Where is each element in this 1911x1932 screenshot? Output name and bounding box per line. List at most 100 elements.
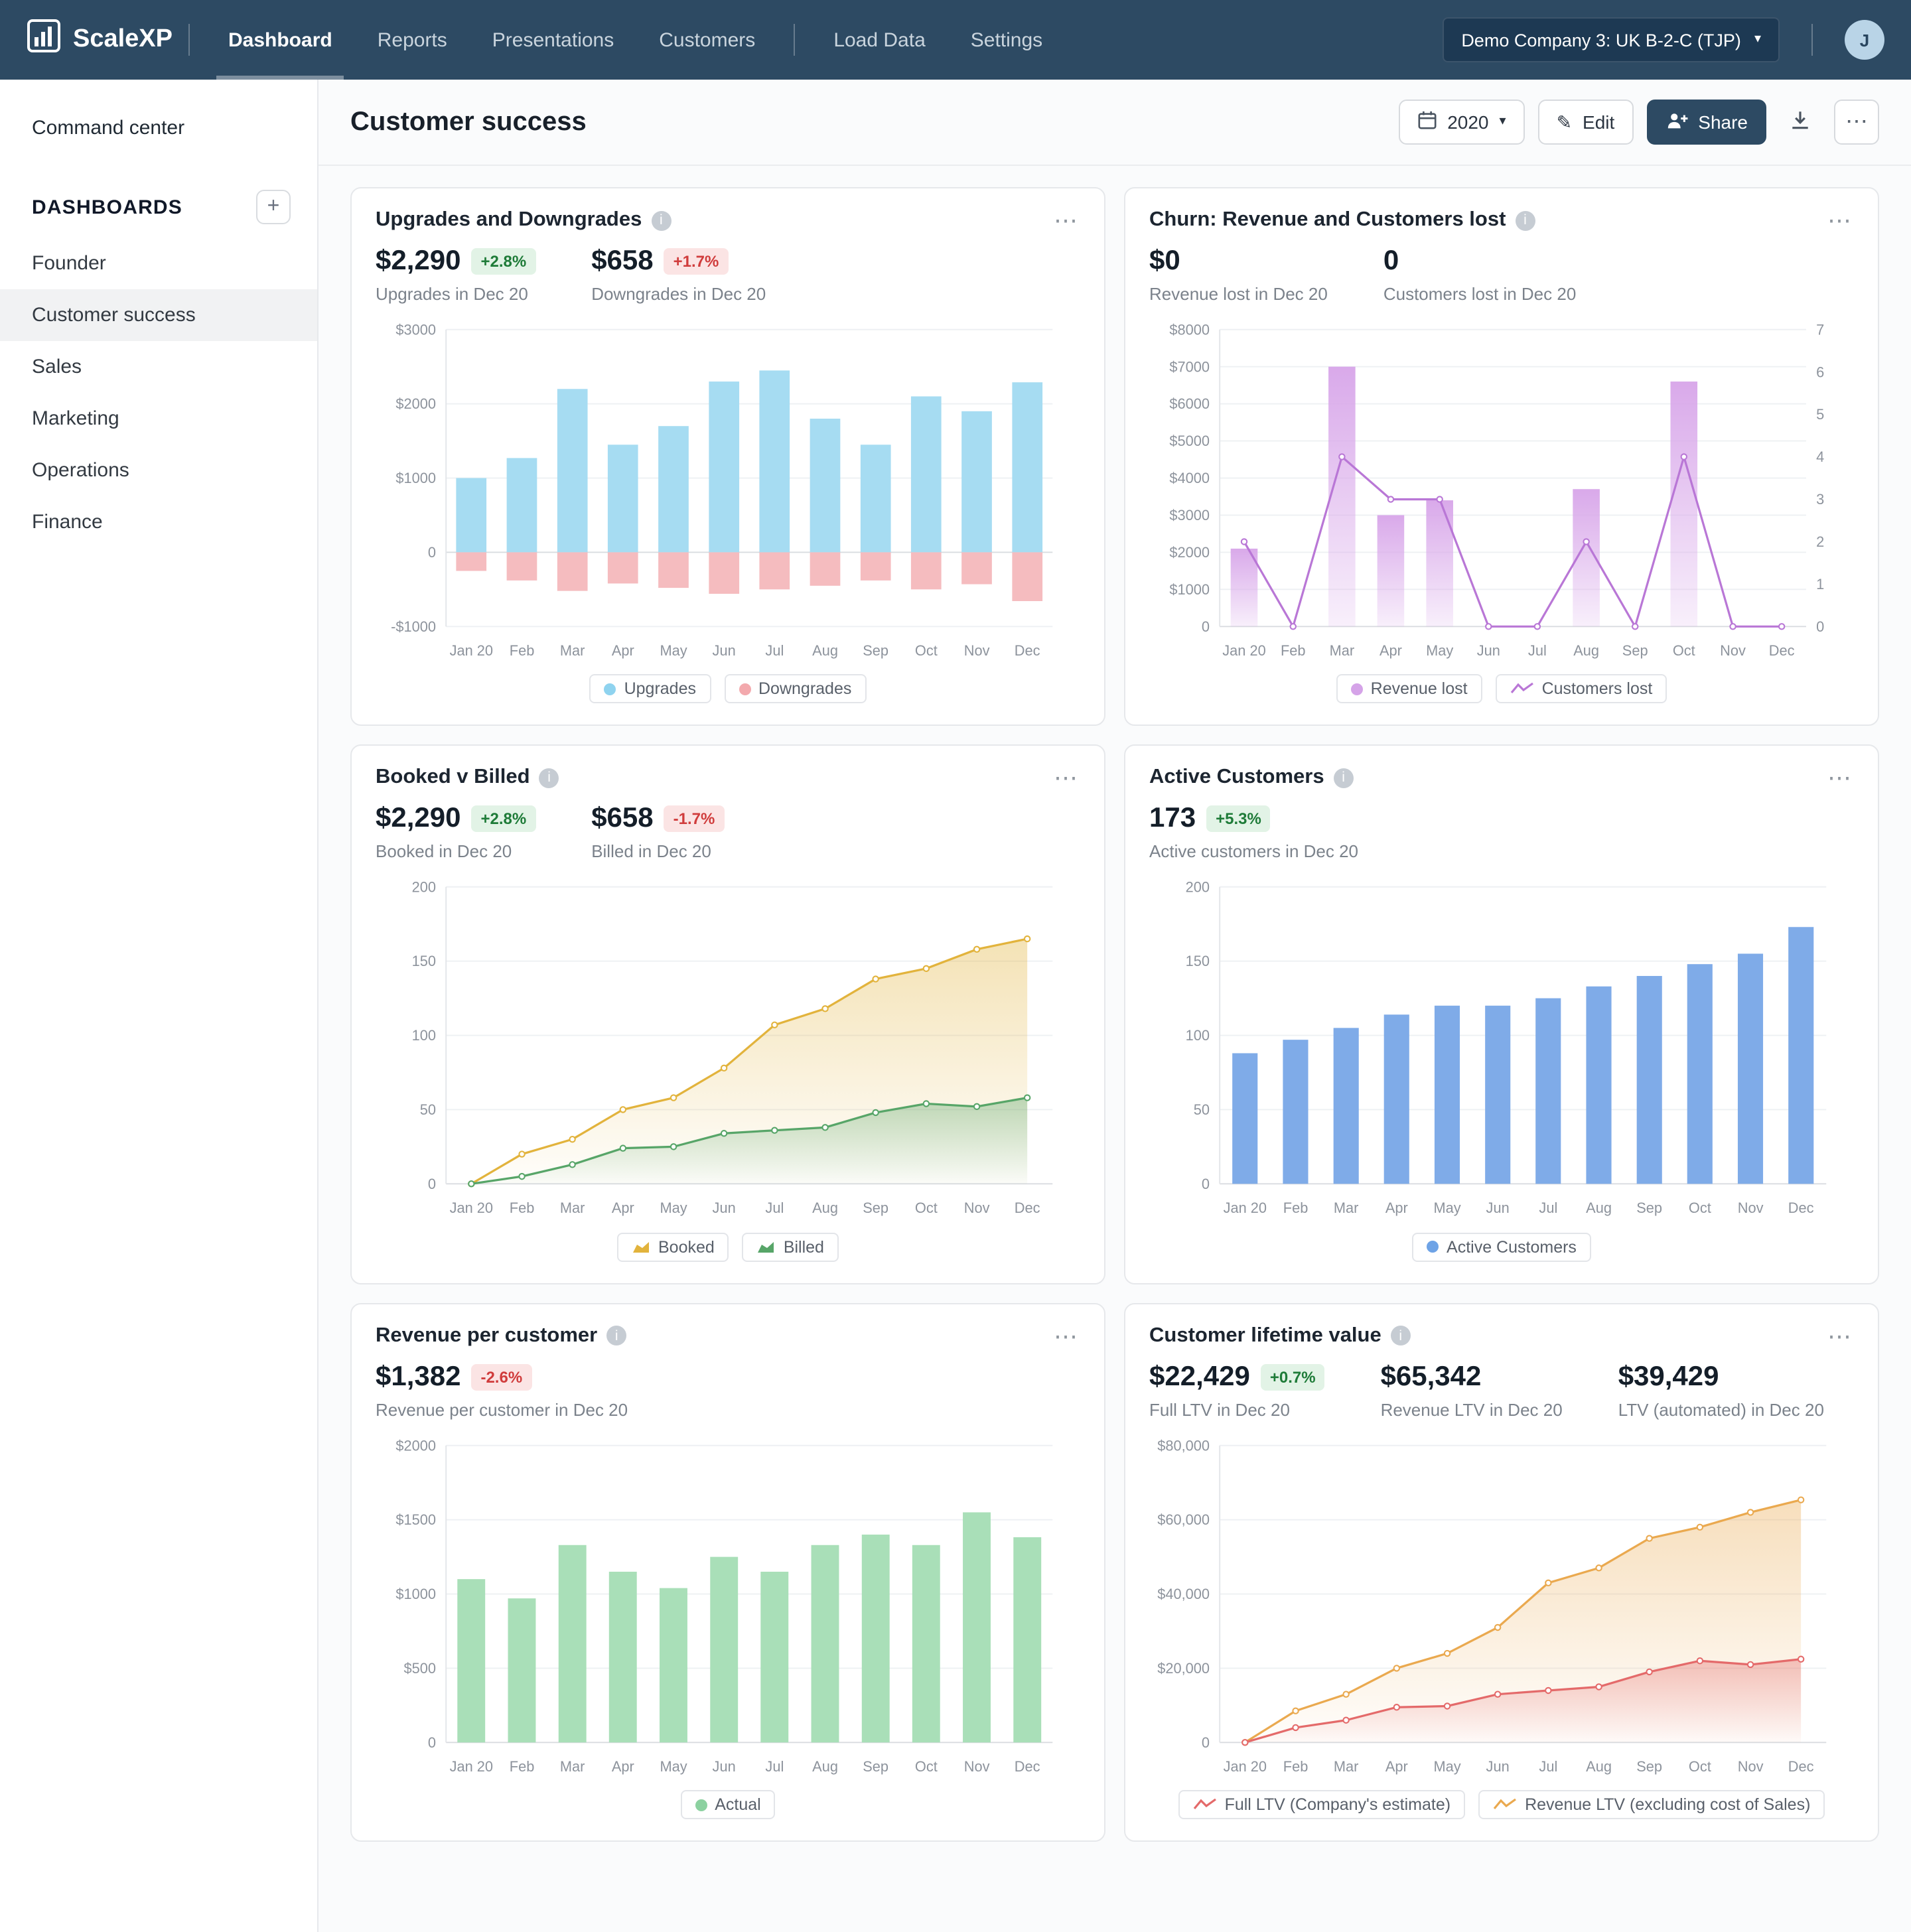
svg-text:Aug: Aug <box>1573 642 1599 659</box>
info-icon[interactable]: i <box>1515 210 1535 230</box>
info-icon[interactable]: i <box>1333 768 1354 788</box>
calendar-icon <box>1417 110 1437 134</box>
svg-text:Jan 20: Jan 20 <box>450 642 493 659</box>
svg-text:Aug: Aug <box>812 642 838 659</box>
header-more-button[interactable]: ⋯ <box>1834 100 1879 145</box>
metric-badge: +2.8% <box>471 248 536 275</box>
legend-item[interactable]: Active Customers <box>1412 1232 1591 1262</box>
card-menu-button[interactable]: ⋯ <box>1825 766 1854 790</box>
svg-text:50: 50 <box>420 1102 436 1119</box>
card-menu-button[interactable]: ⋯ <box>1825 208 1854 232</box>
svg-text:Oct: Oct <box>1673 642 1695 659</box>
legend-item[interactable]: Actual <box>680 1790 776 1820</box>
svg-text:Dec: Dec <box>1788 1758 1814 1774</box>
legend-item[interactable]: Booked <box>617 1232 729 1262</box>
info-icon[interactable]: i <box>651 210 672 230</box>
card-title: Upgrades and Downgrades <box>376 208 642 231</box>
add-dashboard-button[interactable]: + <box>256 190 291 224</box>
svg-text:Sep: Sep <box>863 1200 888 1217</box>
nav-reports[interactable]: Reports <box>377 29 447 51</box>
svg-text:3: 3 <box>1816 491 1824 508</box>
legend-dot-icon <box>1350 683 1363 695</box>
legend-item[interactable]: Full LTV (Company's estimate) <box>1178 1790 1466 1820</box>
download-button[interactable] <box>1780 100 1821 145</box>
sidebar-item-finance[interactable]: Finance <box>32 511 103 533</box>
metric-value: $39,429 <box>1618 1361 1719 1392</box>
upgrades-downgrades-chart: $3000 $2000 $1000 0 -$1000 Jan 20 Feb Mar Apr May… <box>376 314 1080 669</box>
svg-text:May: May <box>1433 1758 1460 1774</box>
svg-text:$3000: $3000 <box>1169 507 1210 523</box>
legend-area-icon <box>633 1242 649 1253</box>
legend-item[interactable]: Revenue LTV (excluding cost of Sales) <box>1478 1790 1825 1820</box>
metric: 173 +5.3% Active customers in Dec 20 <box>1149 803 1358 862</box>
info-icon[interactable]: i <box>1390 1326 1411 1346</box>
svg-text:$1000: $1000 <box>395 1586 436 1602</box>
legend-dot-icon <box>739 683 750 695</box>
svg-text:Dec: Dec <box>1015 1758 1040 1774</box>
dashboards-section-header: DASHBOARDS + <box>0 163 317 238</box>
info-icon[interactable]: i <box>606 1326 627 1346</box>
metric: $22,429 +0.7% Full LTV in Dec 20 <box>1149 1361 1325 1420</box>
metric-badge: -2.6% <box>471 1363 532 1391</box>
nav-dashboard[interactable]: Dashboard <box>206 0 355 80</box>
svg-text:$5000: $5000 <box>1169 433 1210 449</box>
metric-label: LTV (automated) in Dec 20 <box>1618 1399 1824 1420</box>
year-selector[interactable]: 2020 ▾ <box>1398 100 1525 145</box>
metric-value: $22,429 <box>1149 1361 1250 1392</box>
active-customers-chart: 200 150 100 50 0 Jan 20 Feb Mar Apr May Jun Jul Aug S… <box>1149 872 1854 1227</box>
metric: $65,342 Revenue LTV in Dec 20 <box>1381 1361 1563 1420</box>
nav-settings[interactable]: Settings <box>970 29 1043 51</box>
legend-item[interactable]: Upgrades <box>589 674 711 704</box>
svg-text:Oct: Oct <box>915 1200 938 1217</box>
legend-line-icon <box>1510 683 1533 694</box>
svg-text:Apr: Apr <box>1385 1758 1408 1774</box>
metric: 0 Customers lost in Dec 20 <box>1383 245 1576 304</box>
svg-text:Nov: Nov <box>964 642 990 659</box>
svg-text:Feb: Feb <box>1283 1200 1309 1217</box>
sidebar-item-marketing[interactable]: Marketing <box>32 407 119 430</box>
metric-value: $658 <box>591 245 654 276</box>
nav-customers[interactable]: Customers <box>659 29 756 51</box>
svg-text:Feb: Feb <box>510 642 535 659</box>
chart-legend: Upgrades Downgrades <box>376 669 1080 712</box>
sidebar-item-customer-success[interactable]: Customer success <box>0 289 317 341</box>
card-menu-button[interactable]: ⋯ <box>1051 1324 1080 1348</box>
card-menu-button[interactable]: ⋯ <box>1051 766 1080 790</box>
metric-label: Full LTV in Dec 20 <box>1149 1399 1290 1420</box>
sidebar-item-founder[interactable]: Founder <box>32 252 106 275</box>
info-icon[interactable]: i <box>539 768 559 788</box>
svg-text:May: May <box>660 642 687 659</box>
sidebar-command-center[interactable]: Command center <box>32 117 185 139</box>
nav-load-data[interactable]: Load Data <box>833 29 926 51</box>
svg-text:0: 0 <box>1816 618 1824 635</box>
chart-legend: Active Customers <box>1149 1227 1854 1270</box>
svg-text:200: 200 <box>1186 879 1210 896</box>
company-selector[interactable]: Demo Company 3: UK B-2-C (TJP) ▾ <box>1443 17 1780 62</box>
sidebar-item-sales[interactable]: Sales <box>32 356 82 378</box>
nav-presentations[interactable]: Presentations <box>492 29 614 51</box>
metric-label: Revenue lost in Dec 20 <box>1149 284 1328 304</box>
svg-text:2: 2 <box>1816 533 1824 550</box>
legend-item[interactable]: Downgrades <box>724 674 867 704</box>
brand-logo[interactable]: ScaleXP <box>27 19 173 61</box>
legend-item[interactable]: Customers lost <box>1495 674 1667 704</box>
metric-badge: +5.3% <box>1206 805 1271 833</box>
sidebar-item-operations[interactable]: Operations <box>32 459 129 482</box>
metric-badge: +0.7% <box>1260 1363 1325 1391</box>
card-menu-button[interactable]: ⋯ <box>1051 208 1080 232</box>
svg-text:Apr: Apr <box>612 1200 634 1217</box>
share-button[interactable]: Share <box>1646 100 1766 145</box>
svg-text:Nov: Nov <box>964 1200 990 1217</box>
svg-text:Dec: Dec <box>1015 642 1040 659</box>
metric-value: $2,290 <box>376 803 461 834</box>
legend-item[interactable]: Revenue lost <box>1336 674 1482 704</box>
metric-label: Downgrades in Dec 20 <box>591 284 766 304</box>
legend-item[interactable]: Billed <box>742 1232 839 1262</box>
chevron-down-icon: ▾ <box>1499 114 1506 129</box>
user-avatar[interactable]: J <box>1845 20 1884 60</box>
churn-chart: $8000 $7000 $6000 $5000 $4000 $3000 $2000 $1000… <box>1149 314 1854 669</box>
edit-button[interactable]: ✎ Edit <box>1537 100 1634 145</box>
card-menu-button[interactable]: ⋯ <box>1825 1324 1854 1348</box>
booked-billed-chart: 200 150 100 50 0 Jan 20 Feb Mar Apr May Jun Jul Aug S… <box>376 872 1080 1227</box>
scalexp-logo-icon <box>27 19 61 61</box>
